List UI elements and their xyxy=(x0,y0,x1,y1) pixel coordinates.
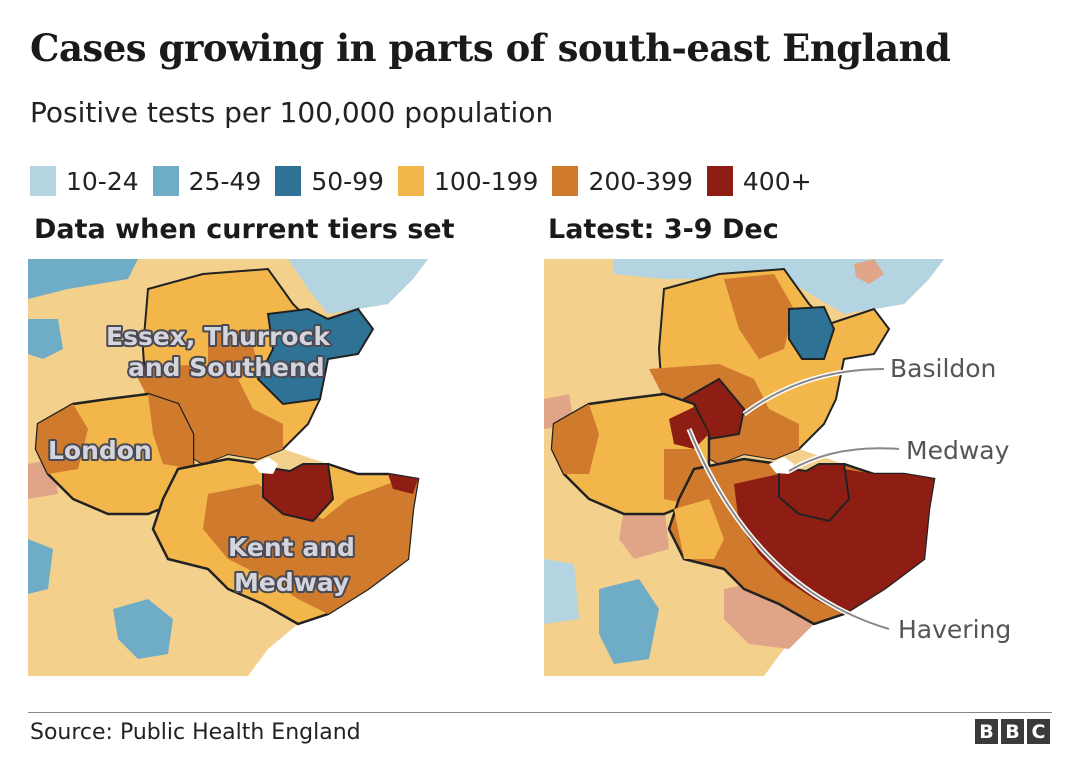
legend-label: 400+ xyxy=(742,166,812,196)
annotation-medway: Medway xyxy=(906,436,1010,465)
region-southwest-low xyxy=(599,579,659,664)
region-north-low xyxy=(288,259,428,314)
region-kent-east xyxy=(388,474,418,494)
thames-estuary xyxy=(769,457,794,474)
region-medway xyxy=(262,463,335,523)
legend-item-25-49: 25-49 xyxy=(152,166,262,196)
legend-swatch xyxy=(30,166,56,196)
annotation-basildon: Basildon xyxy=(890,354,996,383)
legend-label: 50-99 xyxy=(311,166,384,196)
legend-swatch xyxy=(275,166,302,196)
region-london-west xyxy=(36,404,88,474)
region-north-pink xyxy=(854,259,884,284)
legend-item-100-199: 100-199 xyxy=(397,166,539,196)
footer-divider xyxy=(28,712,1052,713)
legend-item-50-99: 50-99 xyxy=(275,166,384,196)
chart-subtitle: Positive tests per 100,000 population xyxy=(30,96,554,129)
leader-basildon xyxy=(743,368,885,415)
label-essex-line1: Essex, Thurrock xyxy=(106,322,331,351)
region-essex-central xyxy=(724,274,794,359)
bbc-logo-letter: B xyxy=(975,719,998,744)
bbc-logo-letter: B xyxy=(1001,719,1024,744)
legend: 10-24 25-49 50-99 100-199 200-399 400+ xyxy=(30,166,826,196)
leader-havering xyxy=(688,428,890,630)
region-essex-central xyxy=(208,329,258,384)
legend-label: 25-49 xyxy=(188,166,262,196)
legend-label: 200-399 xyxy=(588,166,693,196)
annotation-havering: Havering xyxy=(898,615,1011,644)
region-pink-central xyxy=(619,504,669,559)
region-london-east xyxy=(664,449,709,504)
map-tiers-set: Essex, Thurrock and Southend London Kent… xyxy=(28,259,528,676)
region-kent-east xyxy=(734,469,934,614)
region-west-low xyxy=(28,539,53,594)
left-panel-title: Data when current tiers set xyxy=(34,214,455,245)
region-north-low xyxy=(28,259,138,299)
legend-label: 100-199 xyxy=(433,166,539,196)
legend-item-400-plus: 400+ xyxy=(706,166,812,196)
region-london-west xyxy=(552,404,599,474)
label-kent-line1: Kent and xyxy=(228,533,355,562)
right-panel-title: Latest: 3-9 Dec xyxy=(548,214,779,245)
region-kent-west xyxy=(674,499,724,559)
legend-item-10-24: 10-24 xyxy=(30,166,139,196)
region-northwest-low xyxy=(28,319,63,359)
region-medway xyxy=(778,463,851,523)
legend-swatch xyxy=(397,166,424,196)
legend-swatch xyxy=(552,166,579,196)
legend-swatch xyxy=(706,166,733,196)
map-tiers-set-svg: Essex, Thurrock and Southend London Kent… xyxy=(28,259,428,676)
region-london-east xyxy=(148,394,193,469)
chart-title: Cases growing in parts of south-east Eng… xyxy=(30,26,951,70)
region-essex-east xyxy=(788,305,836,360)
legend-label: 10-24 xyxy=(66,166,139,196)
region-essex-south xyxy=(133,364,283,464)
region-southwest-low xyxy=(113,599,173,659)
label-essex-line2: and Southend xyxy=(128,353,325,382)
legend-swatch xyxy=(152,166,179,196)
region-kent-central xyxy=(203,479,418,614)
label-london: London xyxy=(48,436,152,465)
map-latest-svg: Basildon Medway Havering xyxy=(544,259,1011,676)
label-kent-line2: Medway xyxy=(234,568,349,597)
region-south-low xyxy=(544,559,579,624)
leader-medway xyxy=(788,447,900,472)
legend-item-200-399: 200-399 xyxy=(552,166,693,196)
map-latest: Basildon Medway Havering xyxy=(544,259,1044,676)
thames-estuary xyxy=(253,457,278,474)
bbc-logo: B B C xyxy=(972,719,1050,744)
region-havering xyxy=(669,407,709,449)
bbc-logo-letter: C xyxy=(1027,719,1050,744)
region-essex-east xyxy=(256,307,375,406)
source-note: Source: Public Health England xyxy=(30,720,361,745)
